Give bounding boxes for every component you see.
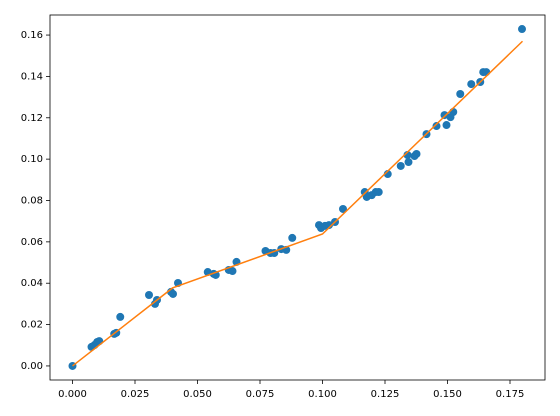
- x-tick-label: 0.050: [183, 389, 212, 400]
- point: [228, 267, 237, 276]
- x-tick-label: 0.025: [121, 389, 150, 400]
- point: [145, 291, 153, 300]
- point: [432, 122, 441, 131]
- y-tick-label: 0.06: [21, 237, 43, 248]
- y-tick-label: 0.08: [21, 195, 43, 206]
- y-tick-label: 0.00: [21, 361, 43, 372]
- point: [449, 107, 458, 116]
- point: [95, 337, 104, 346]
- x-tick-label: 0.075: [246, 389, 275, 400]
- point: [456, 89, 465, 98]
- plot-frame: [49, 14, 546, 381]
- x-tick-label: 0.175: [496, 389, 525, 400]
- point: [404, 158, 413, 167]
- y-tick-label: 0.14: [21, 71, 43, 82]
- x-tick-label: 0.150: [433, 389, 462, 400]
- point: [325, 221, 333, 230]
- line: [72, 40, 524, 367]
- point: [288, 233, 297, 242]
- point: [442, 121, 451, 130]
- y-tick-label: 0.04: [21, 278, 43, 289]
- point: [396, 161, 405, 170]
- point: [169, 289, 177, 298]
- y-tick-label: 0.12: [21, 113, 43, 124]
- y-tick-label: 0.02: [21, 320, 43, 331]
- point: [412, 149, 421, 158]
- point: [467, 80, 476, 89]
- point: [116, 312, 125, 321]
- point: [440, 111, 449, 120]
- point: [374, 188, 383, 197]
- y-tick-label: 0.16: [21, 30, 43, 41]
- x-tick-label: 0.125: [371, 389, 400, 400]
- x-tick-label: 0.100: [308, 389, 337, 400]
- point: [518, 25, 526, 34]
- point: [339, 204, 347, 213]
- x-tick-label: 0.000: [58, 389, 87, 400]
- y-tick-label: 0.10: [21, 154, 43, 165]
- point: [482, 68, 491, 77]
